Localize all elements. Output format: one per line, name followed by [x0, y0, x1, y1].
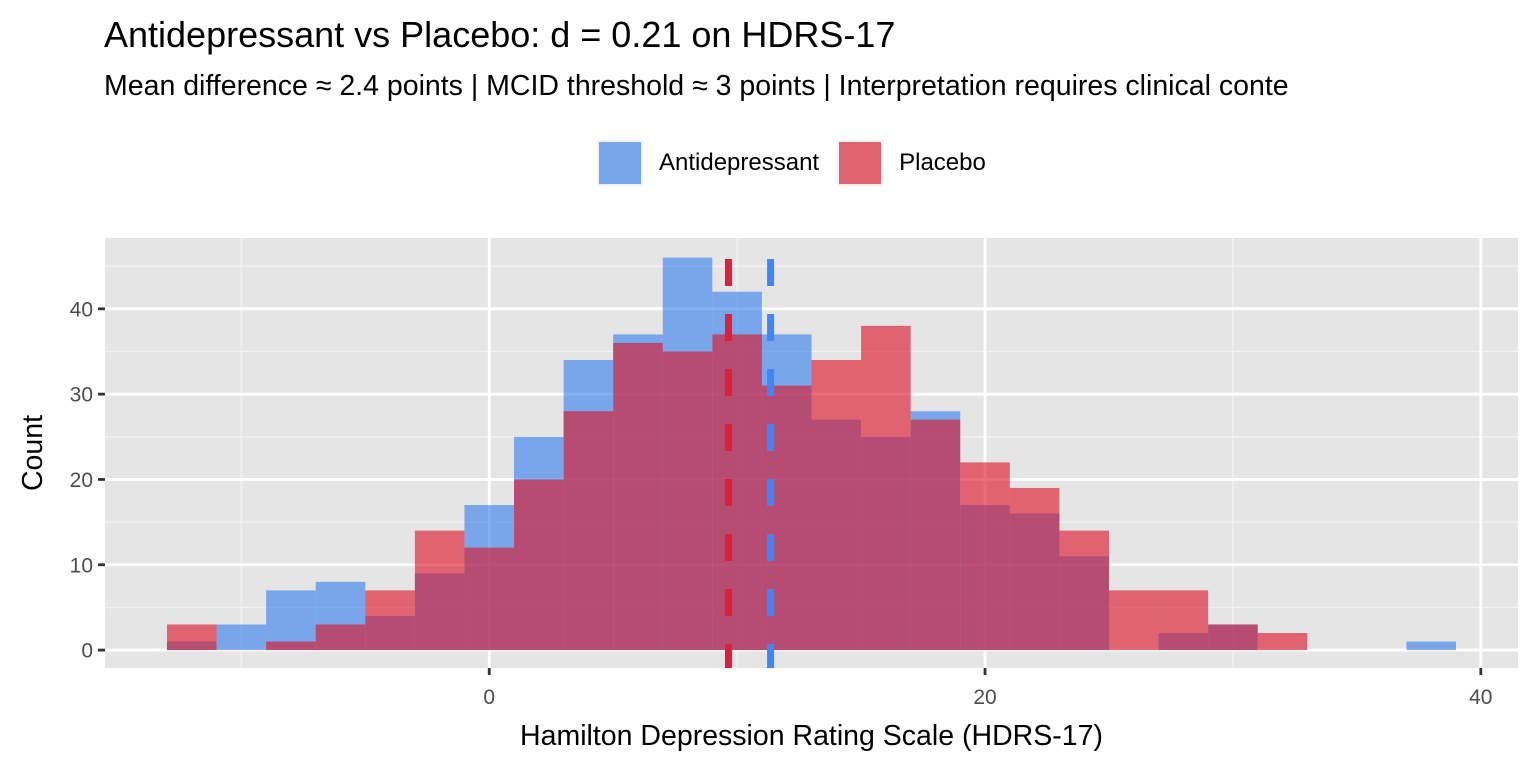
- bar-placebo: [464, 547, 515, 651]
- bar-placebo: [1257, 633, 1308, 651]
- bar-placebo: [166, 624, 217, 651]
- bar-placebo: [414, 530, 465, 651]
- bar-antidepressant: [266, 590, 316, 651]
- y-tick-label: 20: [70, 469, 93, 492]
- histogram-bars: [166, 257, 1457, 651]
- bar-placebo: [960, 462, 1010, 651]
- bar-placebo: [365, 590, 415, 651]
- bar-placebo: [613, 342, 663, 651]
- bar-placebo: [1158, 590, 1209, 651]
- legend-key-antidepressant: [597, 140, 643, 186]
- bar-antidepressant: [216, 624, 267, 651]
- y-axis-title: Count: [17, 415, 49, 491]
- y-tick-label: 0: [81, 640, 93, 663]
- bar-placebo: [1108, 590, 1159, 651]
- x-tick-label: 20: [973, 686, 996, 709]
- y-tick-label: 10: [70, 554, 93, 577]
- bar-antidepressant: [1406, 641, 1457, 651]
- bar-placebo: [861, 325, 911, 651]
- bar-placebo: [315, 624, 366, 651]
- legend-key-placebo: [837, 140, 884, 186]
- legend-label-antidepressant: Antidepressant: [659, 149, 820, 176]
- legend-swatch-placebo: [839, 142, 882, 184]
- x-tick-label: 40: [1469, 686, 1492, 709]
- legend-item-placebo: Placebo: [837, 140, 986, 186]
- x-axis-title: Hamilton Depression Rating Scale (HDRS-1…: [520, 720, 1103, 752]
- bar-placebo: [1009, 487, 1060, 651]
- axes: 0 20 40 0 10 20 30 40: [70, 298, 1493, 709]
- legend: Antidepressant Placebo: [597, 140, 1004, 186]
- bar-placebo: [563, 411, 614, 651]
- x-tick-label: 0: [483, 686, 495, 709]
- bar-placebo: [910, 419, 961, 651]
- chart-subtitle: Mean difference ≈ 2.4 points | MCID thre…: [104, 70, 1289, 102]
- legend-label-placebo: Placebo: [899, 149, 986, 176]
- legend-item-antidepressant: Antidepressant: [597, 140, 819, 186]
- bar-placebo: [266, 641, 316, 651]
- bar-placebo: [514, 479, 564, 651]
- bar-placebo: [662, 351, 713, 651]
- bar-placebo: [712, 334, 762, 651]
- mean-lines: [724, 259, 775, 668]
- bar-placebo: [1208, 624, 1258, 651]
- y-tick-label: 30: [70, 384, 93, 407]
- bar-placebo: [1059, 530, 1109, 651]
- y-tick-label: 40: [70, 298, 93, 321]
- bar-placebo: [811, 360, 862, 651]
- legend-swatch-antidepressant: [599, 142, 641, 184]
- series-placebo: [166, 325, 1308, 651]
- chart-title: Antidepressant vs Placebo: d = 0.21 on H…: [104, 14, 896, 55]
